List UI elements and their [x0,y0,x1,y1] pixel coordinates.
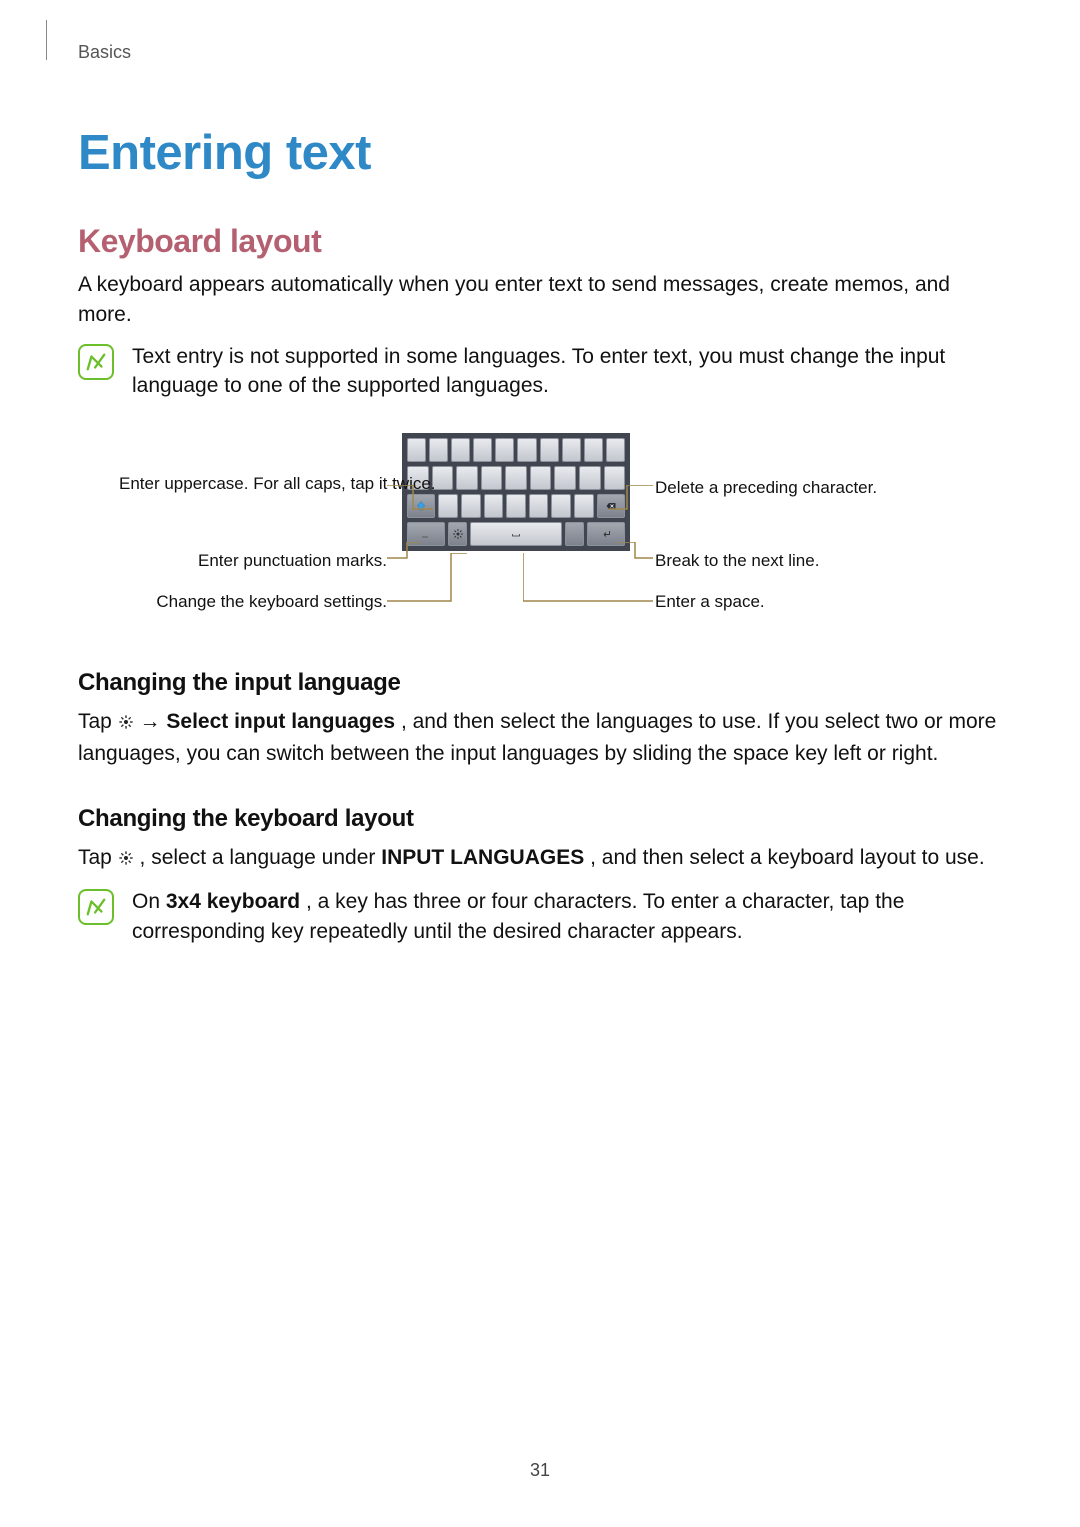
leader-line [387,553,467,603]
keyboard-row-3 [407,494,625,518]
note-2-text: On 3x4 keyboard , a key has three or fou… [132,887,1000,947]
intro-paragraph: A keyboard appears automatically when yo… [78,270,1000,330]
heading-keyboard-layout: Changing the keyboard layout [78,805,1000,833]
key [429,438,448,462]
keyboard-row-1 [407,438,625,462]
text-bold: 3x4 keyboard [166,890,300,913]
key [473,438,492,462]
header-rule [46,20,47,60]
text: , select a language under [140,846,382,869]
paragraph-keyboard-layout: Tap , select a language under INPUT LANG… [78,843,1000,875]
note-icon [78,889,114,925]
key [554,466,576,490]
key [540,438,559,462]
heading-input-language: Changing the input language [78,669,1000,697]
key [506,494,526,518]
breadcrumb: Basics [78,22,1000,63]
keyboard-row-2 [407,466,625,490]
note-1-text: Text entry is not supported in some lang… [132,342,1000,402]
key [505,466,527,490]
key [529,494,549,518]
key [551,494,571,518]
callout-uppercase: Enter uppercase. For all caps, tap it tw… [119,473,387,494]
leader-line [609,485,653,515]
page-title: Entering text [78,125,1000,181]
text: Tap [78,846,118,869]
settings-key [448,522,468,546]
key [438,494,458,518]
keyboard-row-4 [407,522,625,546]
space-key [470,522,561,546]
callout-settings: Change the keyboard settings. [119,591,387,612]
key [606,438,625,462]
page-number: 31 [0,1460,1080,1481]
section-subtitle: Keyboard layout [78,223,1000,260]
key [584,438,603,462]
callout-space: Enter a space. [655,591,765,612]
text-bold: → Select input languages [140,710,396,733]
note-1: Text entry is not supported in some lang… [78,342,1000,402]
text-bold: INPUT LANGUAGES [381,846,584,869]
key [562,438,581,462]
callout-delete: Delete a preceding character. [655,477,877,498]
note-2: On 3x4 keyboard , a key has three or fou… [78,887,1000,947]
callout-punctuation: Enter punctuation marks. [119,550,387,571]
text: On [132,890,166,913]
blank-func-key [565,522,585,546]
key [495,438,514,462]
leader-line [523,553,653,603]
key [517,438,536,462]
paragraph-input-language: Tap → Select input languages , and then … [78,707,1000,769]
note-icon [78,344,114,380]
leader-line [387,485,433,521]
key [461,494,481,518]
keyboard-diagram: Enter uppercase. For all caps, tap it tw… [119,433,959,633]
page: Basics Entering text Keyboard layout A k… [0,0,1080,946]
gear-icon [118,845,134,875]
text: , and then select a keyboard layout to u… [590,846,985,869]
text: Tap [78,710,118,733]
key [407,438,426,462]
key [484,494,504,518]
key [456,466,478,490]
callout-nextline: Break to the next line. [655,550,819,571]
key [579,466,601,490]
keyboard [402,433,630,551]
gear-icon [118,709,134,739]
key [574,494,594,518]
key [451,438,470,462]
key [481,466,503,490]
key [530,466,552,490]
